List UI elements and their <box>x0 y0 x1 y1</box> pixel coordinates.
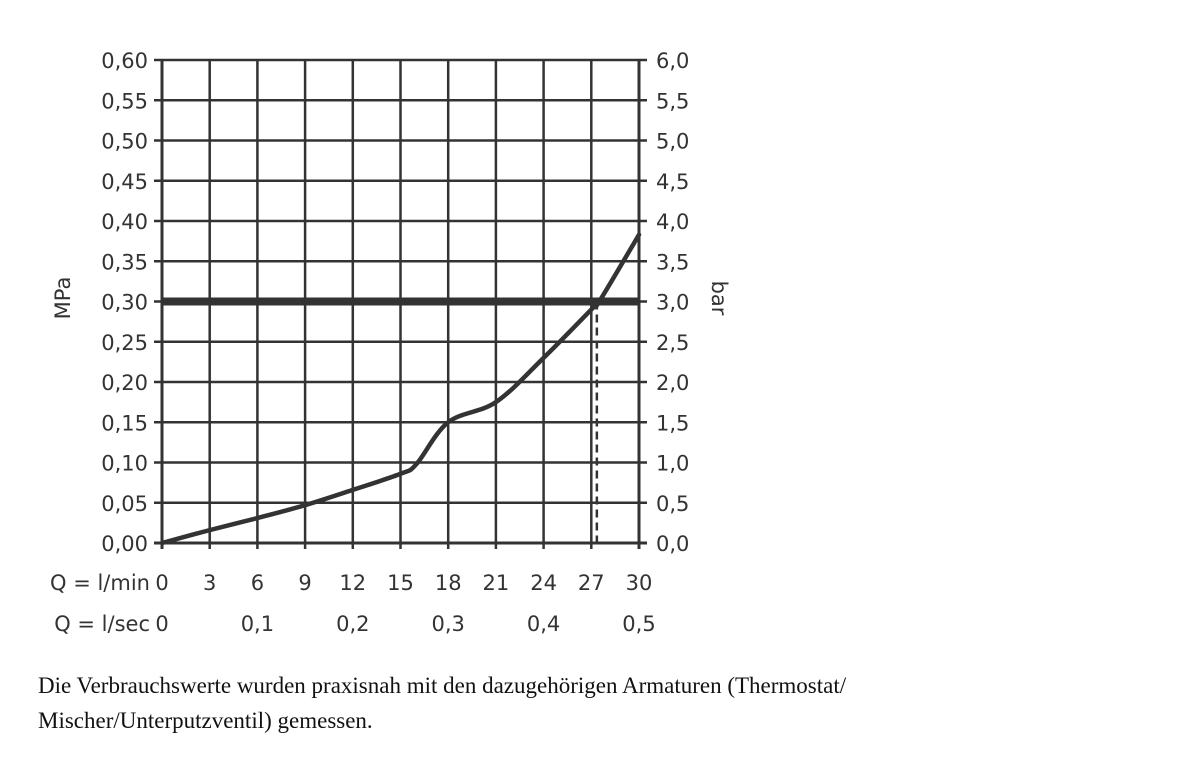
y-axis-label-left: MPa <box>51 277 75 320</box>
x-tick-label-lmin: 12 <box>339 571 366 595</box>
x-tick-label-lmin: 15 <box>387 571 414 595</box>
x-tick-label-lmin: 3 <box>203 571 216 595</box>
x-axis-label-lsec: Q = l/sec <box>54 612 150 636</box>
x-tick-label-lsec: 0,5 <box>622 612 655 636</box>
y-tick-label-right: 5,0 <box>656 130 689 154</box>
y-tick-label-left: 0,05 <box>101 492 148 516</box>
x-tick-label-lsec: 0 <box>155 612 168 636</box>
y-tick-label-right: 2,5 <box>656 331 689 355</box>
y-tick-label-left: 0,55 <box>101 89 148 113</box>
caption-line-2: Mischer/Unterputzventil) gemessen. <box>38 708 373 733</box>
y-tick-label-left: 0,15 <box>101 411 148 435</box>
y-tick-label-left: 0,10 <box>101 452 148 476</box>
y-tick-label-right: 4,0 <box>656 210 689 234</box>
caption-line-1: Die Verbrauchswerte wurden praxisnah mit… <box>38 673 847 698</box>
y-tick-label-left: 0,60 <box>101 49 148 73</box>
x-tick-label-lmin: 6 <box>251 571 264 595</box>
x-tick-label-lmin: 18 <box>435 571 462 595</box>
x-tick-label-lmin: 0 <box>155 571 168 595</box>
y-tick-label-right: 0,0 <box>656 532 689 556</box>
pressure-flow-chart: 0 3 6 9 12 15 18 21 24 27 300,00 0,00,05 0,50,10 1,00… <box>50 49 731 636</box>
x-tick-label-lmin: 27 <box>578 571 605 595</box>
pressure-curve <box>159 232 642 546</box>
y-tick-label-right: 6,0 <box>656 49 689 73</box>
x-tick-label-lsec: 0,4 <box>527 612 560 636</box>
y-tick-label-left: 0,00 <box>101 532 148 556</box>
y-tick-label-left: 0,45 <box>101 170 148 194</box>
y-tick-label-right: 1,0 <box>656 452 689 476</box>
x-tick-label-lsec: 0,1 <box>241 612 274 636</box>
y-tick-label-right: 2,0 <box>656 371 689 395</box>
y-tick-label-left: 0,20 <box>101 371 148 395</box>
y-tick-label-left: 0,35 <box>101 250 148 274</box>
x-tick-label-lsec: 0,3 <box>431 612 464 636</box>
x-tick-label-lmin: 30 <box>626 571 653 595</box>
caption: Die Verbrauchswerte wurden praxisnah mit… <box>38 668 1138 738</box>
y-tick-label-right: 4,5 <box>656 170 689 194</box>
y-tick-label-right: 3,0 <box>656 291 689 315</box>
x-tick-label-lmin: 9 <box>298 571 311 595</box>
y-tick-label-left: 0,50 <box>101 130 148 154</box>
y-tick-label-right: 5,5 <box>656 89 689 113</box>
x-tick-label-lsec: 0,2 <box>336 612 369 636</box>
y-axis-label-right: bar <box>707 281 731 316</box>
y-tick-label-left: 0,25 <box>101 331 148 355</box>
y-tick-label-left: 0,30 <box>101 291 148 315</box>
y-tick-label-left: 0,40 <box>101 210 148 234</box>
x-axis-label-lmin: Q = l/min <box>50 571 150 595</box>
y-tick-label-right: 0,5 <box>656 492 689 516</box>
y-tick-label-right: 3,5 <box>656 250 689 274</box>
x-tick-label-lmin: 24 <box>530 571 557 595</box>
x-tick-label-lmin: 21 <box>483 571 510 595</box>
y-tick-label-right: 1,5 <box>656 411 689 435</box>
